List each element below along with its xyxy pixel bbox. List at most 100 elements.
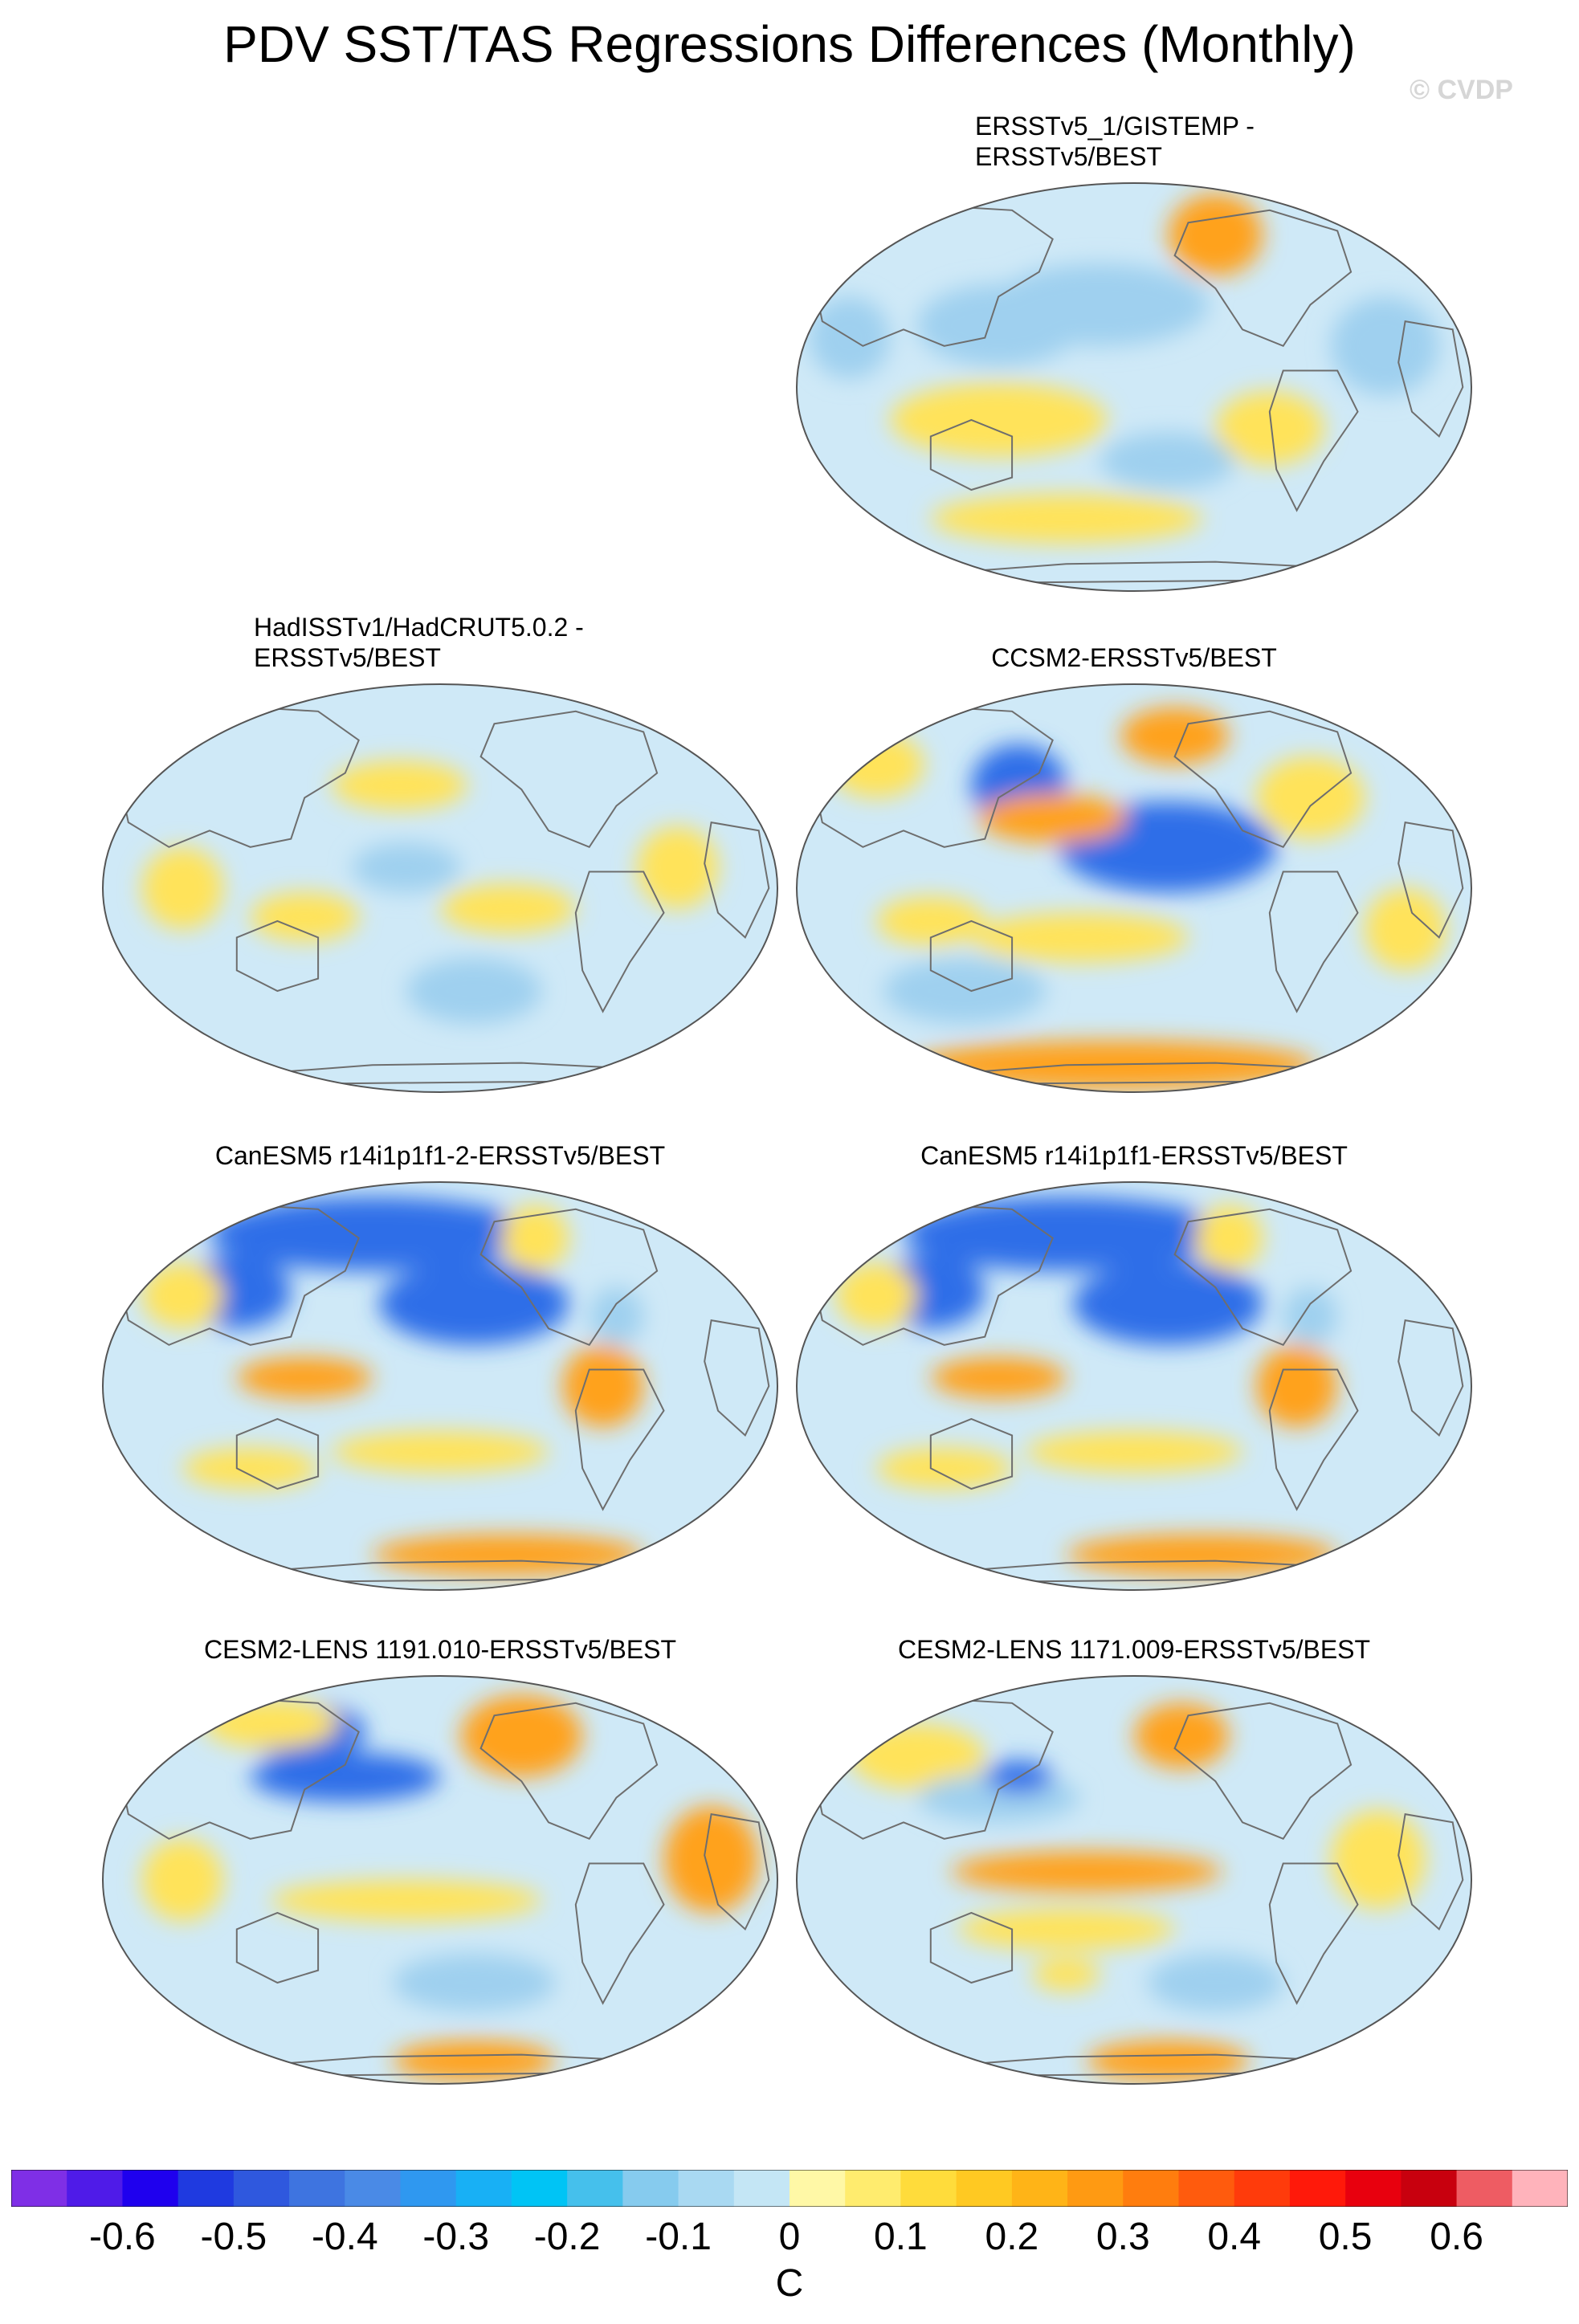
colorbar-tick-label: 0.2 bbox=[985, 2216, 1039, 2258]
anomaly-patch-warm bbox=[957, 1908, 1175, 1951]
coastline bbox=[235, 1417, 320, 1490]
map-border bbox=[102, 1675, 778, 2085]
cvdp-watermark: © CVDP bbox=[1410, 75, 1513, 105]
coastline bbox=[1173, 209, 1353, 348]
anomaly-patch-warm bbox=[1194, 1205, 1263, 1271]
anomaly-patch-warm bbox=[182, 1447, 319, 1489]
colorbar-tick-label: 0.3 bbox=[1096, 2216, 1150, 2258]
anomaly-patch-warm bbox=[876, 1447, 1013, 1489]
colorbar-box bbox=[11, 2170, 67, 2207]
global-map bbox=[102, 1181, 778, 1591]
colorbar-box bbox=[900, 2170, 957, 2207]
colorbar-box bbox=[233, 2170, 290, 2207]
anomaly-patch-hot bbox=[392, 2040, 556, 2081]
colorbar-tick-label: 0.6 bbox=[1430, 2216, 1483, 2258]
anomaly-patch-warm bbox=[141, 1262, 223, 1329]
colorbar-box bbox=[1178, 2170, 1235, 2207]
coastline bbox=[1173, 1208, 1353, 1347]
coastline bbox=[479, 1208, 659, 1347]
coastline bbox=[1397, 821, 1464, 940]
panel-title: CanESM5 r14i1p1f1-ERSSTv5/BEST bbox=[795, 1140, 1473, 1171]
map-border bbox=[102, 1181, 778, 1591]
anomaly-patch-cool bbox=[379, 1262, 569, 1345]
panel-title: CESM2-LENS 1171.009-ERSSTv5/BEST bbox=[795, 1634, 1473, 1665]
anomaly-patch-warm bbox=[271, 1880, 542, 1922]
coastline bbox=[574, 870, 665, 1013]
colorbar-tick-label: -0.3 bbox=[422, 2216, 490, 2258]
panel-title-line: ERSSTv5/BEST bbox=[975, 142, 1162, 171]
anomaly-patch-warm bbox=[1364, 888, 1446, 971]
panel-title-line: HadISSTv1/HadCRUT5.0.2 - bbox=[254, 613, 584, 642]
panel-title-line: ERSSTv5/BEST bbox=[254, 643, 441, 672]
colorbar-tick-label: -0.6 bbox=[89, 2216, 156, 2258]
global-map bbox=[102, 683, 778, 1093]
colorbar-tick-label: -0.2 bbox=[533, 2216, 601, 2258]
colorbar-box bbox=[1456, 2170, 1513, 2207]
global-map bbox=[796, 1181, 1472, 1591]
panel-title-line: CESM2-LENS 1191.010-ERSSTv5/BEST bbox=[203, 1635, 677, 1664]
coastline bbox=[1173, 710, 1353, 849]
anomaly-patch-warm bbox=[440, 883, 576, 934]
colorbar-box bbox=[733, 2170, 790, 2207]
panel-title-line: CanESM5 r14i1p1f1-2-ERSSTv5/BEST bbox=[214, 1141, 666, 1170]
colorbar-tick-label: -0.4 bbox=[311, 2216, 378, 2258]
anomaly-patch-warm bbox=[1025, 1431, 1243, 1473]
panel-title-line: CCSM2-ERSSTv5/BEST bbox=[991, 643, 1277, 672]
coastline bbox=[929, 418, 1014, 491]
panel-title: CESM2-LENS 1191.010-ERSSTv5/BEST bbox=[101, 1634, 779, 1665]
anomaly-patch-cool bbox=[916, 284, 1080, 367]
anomaly-patch-cold bbox=[250, 1752, 440, 1802]
map-border bbox=[796, 1181, 1472, 1591]
anomaly-patch-warm bbox=[951, 1851, 1222, 1893]
anomaly-patch-warm bbox=[500, 1205, 569, 1271]
coastline bbox=[704, 1812, 770, 1931]
colorbar bbox=[11, 2170, 1568, 2207]
coastline bbox=[479, 1702, 659, 1841]
anomaly-patch-warm bbox=[876, 896, 985, 946]
coastline bbox=[1268, 1862, 1359, 2005]
anomaly-patch-warm bbox=[636, 826, 719, 909]
coastline bbox=[704, 821, 770, 940]
anomaly-patch-cool bbox=[1073, 1262, 1263, 1345]
coastline bbox=[704, 1319, 770, 1437]
coastline bbox=[1268, 369, 1359, 512]
anomaly-patch-hot bbox=[1255, 1344, 1338, 1428]
anomaly-patch-cool bbox=[1100, 432, 1236, 490]
colorbar-box bbox=[511, 2170, 568, 2207]
anomaly-patch-warm bbox=[977, 793, 1128, 843]
colorbar-box bbox=[1401, 2170, 1458, 2207]
anomaly-patch-warm bbox=[141, 846, 223, 930]
anomaly-patch-cool bbox=[352, 842, 461, 893]
global-map bbox=[796, 182, 1472, 592]
anomaly-patch-hot bbox=[561, 1344, 644, 1428]
panel-title: CCSM2-ERSSTv5/BEST bbox=[795, 642, 1473, 673]
colorbar-box bbox=[455, 2170, 512, 2207]
colorbar-box bbox=[567, 2170, 623, 2207]
coastline bbox=[929, 919, 1014, 993]
anomaly-patch-warm bbox=[250, 892, 359, 942]
map-border bbox=[796, 182, 1472, 592]
panel-title: CanESM5 r14i1p1f1-2-ERSSTv5/BEST bbox=[101, 1140, 779, 1171]
panel-title-line: CanESM5 r14i1p1f1-ERSSTv5/BEST bbox=[920, 1141, 1348, 1170]
anomaly-patch-warm bbox=[1255, 756, 1365, 839]
anomaly-patch-hot bbox=[460, 1694, 583, 1777]
panel-title-line: CESM2-LENS 1171.009-ERSSTv5/BEST bbox=[897, 1635, 1371, 1664]
anomaly-patch-warm bbox=[1215, 391, 1324, 466]
coastline bbox=[479, 710, 659, 849]
coastline bbox=[235, 919, 320, 993]
coastline bbox=[1397, 1812, 1464, 1931]
colorbar-box bbox=[1067, 2170, 1124, 2207]
colorbar-tick-label: 0.5 bbox=[1318, 2216, 1373, 2258]
colorbar-box bbox=[400, 2170, 457, 2207]
anomaly-patch-warm bbox=[1330, 1809, 1426, 1909]
coastline bbox=[1268, 1368, 1359, 1511]
anomaly-patch-cool bbox=[883, 958, 1047, 1024]
colorbar-tick-label: 0 bbox=[778, 2216, 801, 2258]
panel-title-line: ERSSTv5_1/GISTEMP - bbox=[975, 112, 1255, 141]
anomaly-patch-warm bbox=[236, 1357, 373, 1399]
anomaly-patch-cold bbox=[904, 1197, 1230, 1271]
global-map bbox=[796, 683, 1472, 1093]
colorbar-box bbox=[845, 2170, 902, 2207]
anomaly-patch-cool bbox=[1147, 1954, 1283, 2012]
coastline bbox=[1397, 320, 1464, 438]
